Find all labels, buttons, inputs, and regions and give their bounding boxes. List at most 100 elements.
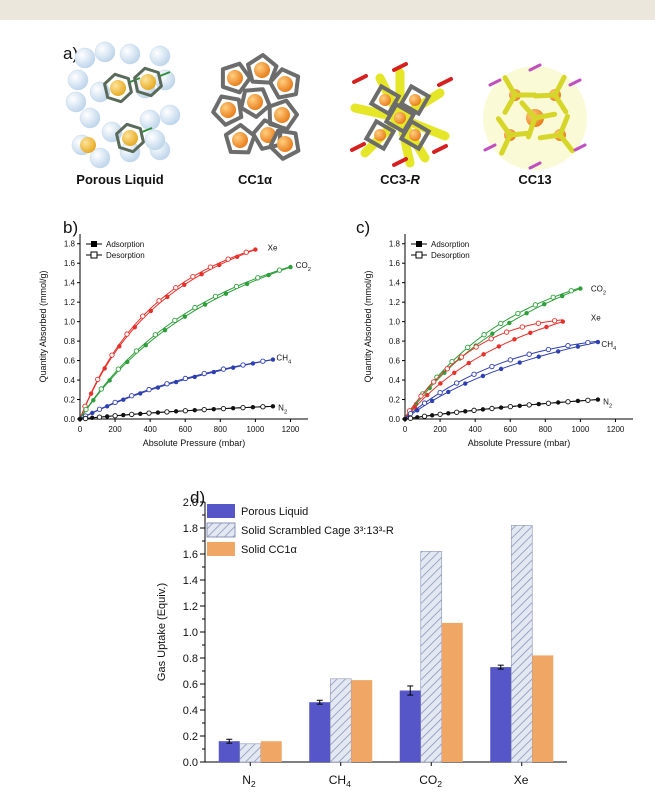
legend: Adsorption Desorption bbox=[86, 240, 145, 260]
adsorption-line bbox=[79, 249, 256, 420]
bar-xe bbox=[510, 525, 533, 763]
desorption-point bbox=[437, 390, 443, 396]
cc13-terminal bbox=[483, 143, 497, 152]
adsorption-point bbox=[138, 411, 143, 416]
adsorption-point bbox=[192, 374, 197, 380]
cc3-terminal bbox=[392, 62, 408, 72]
desorption-point bbox=[260, 358, 266, 364]
desorption-point bbox=[220, 405, 227, 412]
desorption-point bbox=[481, 332, 487, 338]
adsorption-point bbox=[512, 337, 517, 342]
adsorption-point bbox=[253, 247, 258, 252]
x-tick-label: 1000 bbox=[246, 425, 264, 434]
cc13-arm bbox=[507, 130, 533, 138]
adsorption-point bbox=[143, 342, 148, 348]
desorption-point bbox=[182, 408, 188, 414]
bar-ch4 bbox=[329, 678, 352, 763]
desorption-point bbox=[173, 285, 179, 291]
desorption-point bbox=[458, 354, 465, 360]
desorption-point bbox=[172, 317, 178, 323]
desorption-point bbox=[124, 331, 130, 337]
adsorption-point bbox=[496, 344, 502, 349]
desorption-point bbox=[240, 362, 246, 368]
desorption-point bbox=[407, 415, 414, 421]
desorption-point bbox=[152, 332, 158, 338]
cage-frame bbox=[133, 66, 163, 98]
y-tick-label: 0.8 bbox=[183, 653, 198, 665]
legend-swatch bbox=[206, 522, 236, 538]
series-xe bbox=[402, 318, 566, 422]
adsorption-point bbox=[192, 408, 197, 413]
y-tick-label: 2.0 bbox=[183, 497, 198, 509]
desorption-point bbox=[192, 304, 198, 311]
adsorption-point bbox=[121, 412, 126, 418]
adsorption-point bbox=[250, 405, 256, 410]
y-tick-label: 1.4 bbox=[64, 279, 76, 288]
cc13-arm bbox=[499, 132, 513, 156]
adsorption-point bbox=[90, 410, 95, 416]
y-tick-label: 1.2 bbox=[389, 298, 401, 307]
adsorption-point bbox=[446, 411, 451, 416]
y-tick-label: 1.6 bbox=[183, 549, 198, 561]
series-co2 bbox=[77, 264, 293, 422]
adsorption-point bbox=[211, 369, 216, 375]
structure-label-cc1a: CC1α bbox=[238, 172, 272, 187]
y-tick-label: 1.0 bbox=[183, 627, 198, 639]
adsorption-line bbox=[79, 266, 291, 420]
desorption-point bbox=[201, 407, 207, 413]
adsorption-point bbox=[132, 325, 137, 330]
desorption-point bbox=[164, 409, 170, 415]
series-xe bbox=[77, 247, 258, 422]
desorption-point bbox=[431, 379, 437, 385]
cc1-cage-core bbox=[247, 94, 263, 110]
series-n2 bbox=[77, 404, 276, 422]
legend-marker-open bbox=[415, 251, 423, 259]
series-label-subscript: 2 bbox=[437, 779, 442, 789]
series-label-subscript: 2 bbox=[609, 403, 612, 409]
y-tick-label: 1.2 bbox=[64, 298, 76, 307]
desorption-point bbox=[488, 336, 494, 342]
cage-frame bbox=[115, 122, 145, 154]
cc1-cage-frame bbox=[220, 61, 252, 95]
desorption-point bbox=[454, 409, 460, 415]
desorption-point bbox=[545, 346, 552, 353]
desorption-point bbox=[260, 404, 266, 410]
y-tick-label: 0.8 bbox=[389, 337, 401, 346]
cc3-core bbox=[394, 112, 406, 124]
desorption-point bbox=[146, 386, 152, 393]
series-label: Xe bbox=[268, 244, 278, 253]
series-label-subscript: 2 bbox=[251, 779, 256, 789]
adsorption-point bbox=[121, 397, 126, 402]
y-tick-label: 0.6 bbox=[64, 357, 76, 366]
cc3-arm bbox=[350, 103, 405, 123]
solvent-sphere bbox=[89, 147, 111, 169]
x-tick-label: 200 bbox=[433, 425, 447, 434]
desorption-point bbox=[95, 376, 101, 383]
panel-label-c: c) bbox=[356, 218, 371, 237]
cc13-arm bbox=[532, 92, 558, 99]
cc3-terminal bbox=[392, 157, 408, 167]
x-tick-label: Xe bbox=[514, 773, 529, 787]
y-tick-label: 1.6 bbox=[64, 259, 76, 268]
cc13-arm bbox=[537, 132, 563, 141]
legend-swatch bbox=[207, 504, 235, 518]
adsorption-point bbox=[155, 385, 161, 390]
series-ch4 bbox=[402, 339, 601, 422]
adsorption-point bbox=[507, 320, 512, 326]
adsorption-point bbox=[270, 404, 276, 409]
desorption-point bbox=[140, 313, 146, 319]
cc13-arm bbox=[552, 92, 569, 115]
desorption-point bbox=[545, 400, 552, 406]
adsorption-point bbox=[536, 401, 541, 407]
desorption-point bbox=[225, 256, 231, 262]
desorption-point bbox=[532, 302, 539, 308]
desorption-point bbox=[82, 415, 89, 422]
desorption-point bbox=[471, 371, 477, 377]
adsorption-point bbox=[480, 373, 486, 379]
cc3-terminal bbox=[437, 77, 453, 87]
gas-atom bbox=[80, 137, 96, 153]
adsorption-point bbox=[517, 360, 522, 365]
legend-swatch bbox=[207, 542, 235, 556]
desorption-point bbox=[109, 352, 115, 358]
desorption-point bbox=[503, 329, 510, 335]
